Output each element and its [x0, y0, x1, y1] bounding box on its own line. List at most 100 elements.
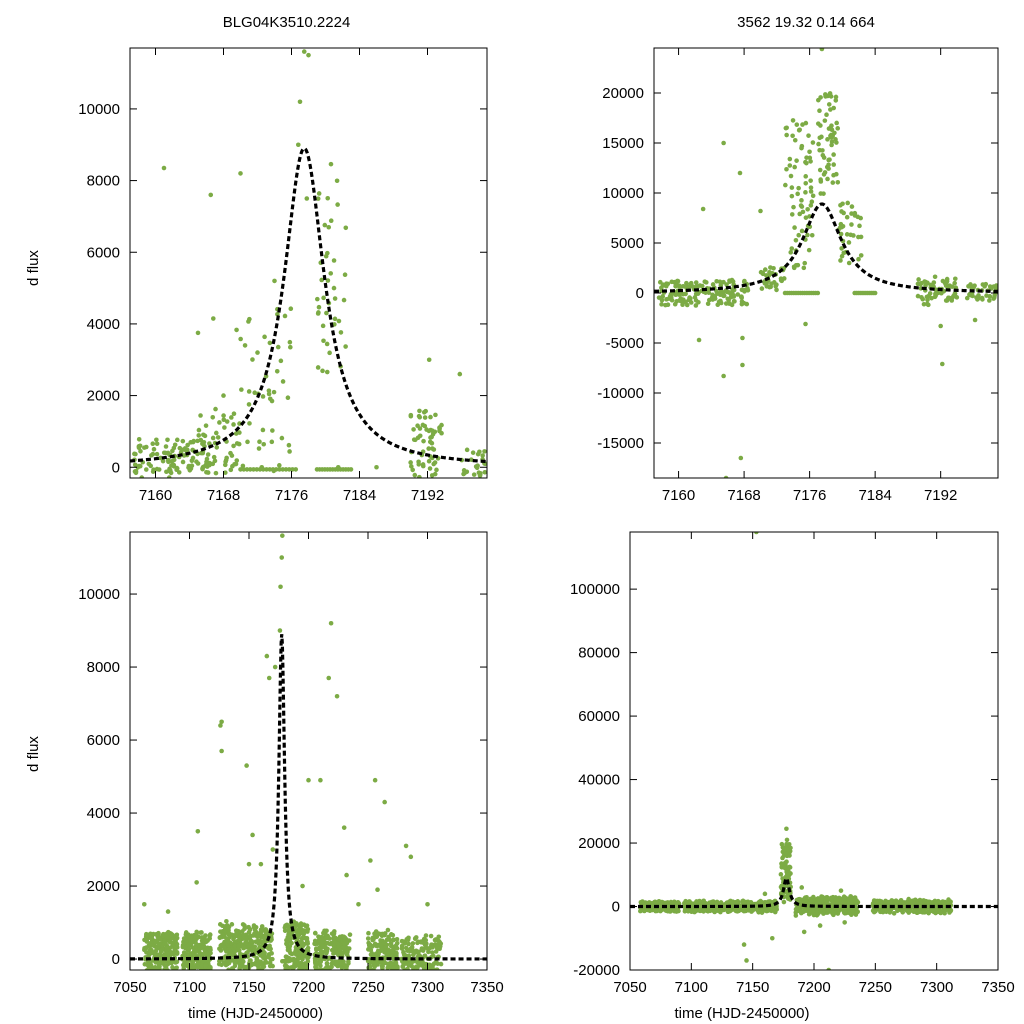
data-point [799, 145, 804, 151]
data-point [286, 928, 291, 933]
data-point [795, 262, 801, 268]
data-point [188, 440, 194, 445]
data-point-outlier [211, 316, 216, 321]
data-point-baseline [277, 467, 282, 472]
x-tick-label: 7250 [859, 979, 892, 996]
data-point [769, 281, 774, 287]
data-point [469, 457, 474, 462]
data-point [221, 413, 226, 418]
data-point [180, 438, 186, 444]
data-point [718, 283, 724, 288]
data-point [324, 341, 330, 347]
data-point-outlier [331, 285, 337, 291]
data-point [318, 959, 323, 965]
data-point [342, 935, 348, 941]
data-point-outlier [341, 825, 347, 830]
data-point [796, 232, 802, 238]
data-point-outlier [721, 373, 726, 379]
data-point [258, 927, 264, 932]
data-point [345, 949, 350, 954]
data-point [320, 323, 326, 329]
data-point-outlier [266, 675, 272, 681]
data-point [143, 444, 149, 450]
data-point [799, 228, 805, 234]
data-point [475, 463, 480, 469]
data-point [844, 232, 850, 237]
data-point [972, 283, 977, 288]
data-point [800, 209, 806, 215]
data-point [730, 287, 735, 292]
data-point [154, 441, 160, 447]
data-point [224, 939, 230, 944]
data-point-outlier [344, 872, 349, 878]
y-axis-label: d flux [25, 736, 42, 772]
data-point [255, 934, 261, 939]
y-tick-label: 20000 [602, 85, 644, 102]
panel-bottom-right: 7050 7100 7150 7200 7250 7300 7350 -20000 0 20000… [570, 531, 1015, 1022]
data-point [145, 962, 150, 967]
data-point [150, 441, 156, 447]
data-point [798, 203, 804, 208]
data-point [732, 907, 738, 912]
data-point [849, 204, 855, 209]
data-point [800, 122, 805, 127]
data-point [822, 118, 828, 123]
data-point-baseline [290, 467, 295, 472]
data-point [222, 945, 227, 951]
data-point [285, 395, 291, 401]
data-point [247, 934, 253, 940]
data-point [808, 159, 813, 164]
x-tick-label: 7192 [411, 487, 444, 504]
data-point [783, 182, 788, 188]
data-point [243, 964, 249, 970]
data-point [287, 944, 293, 949]
data-point [169, 458, 175, 464]
data-point [704, 280, 709, 285]
data-point [328, 218, 334, 223]
data-point [318, 967, 323, 970]
data-point [779, 841, 785, 847]
data-point [431, 447, 437, 452]
data-point [322, 928, 327, 934]
data-point [816, 97, 821, 103]
data-point [260, 394, 266, 399]
data-point [226, 967, 231, 970]
data-point [170, 448, 175, 454]
data-point [248, 942, 254, 948]
data-point [853, 910, 859, 915]
data-point [393, 961, 399, 966]
data-point [160, 458, 166, 464]
data-point [794, 122, 800, 127]
data-point [186, 947, 191, 952]
data-point [366, 946, 372, 952]
data-point-outlier [754, 532, 759, 535]
data-point [858, 253, 864, 258]
data-point-outlier [219, 719, 224, 725]
x-tick-label: 7184 [858, 487, 891, 504]
data-point [230, 463, 235, 469]
data-point [331, 258, 337, 263]
data-point [237, 951, 243, 957]
data-point [283, 923, 288, 928]
data-point [167, 468, 172, 474]
data-point [794, 158, 799, 163]
data-point [297, 951, 302, 956]
data-point [256, 959, 262, 964]
data-point [829, 139, 835, 145]
panel-bottom-left: 7050 7100 7150 7200 7250 7300 7350 0 2000 4000 600… [25, 531, 504, 1022]
y-tick-label: -20000 [573, 962, 620, 979]
data-point-outlier [279, 555, 285, 560]
data-point [730, 902, 736, 908]
data-point [879, 909, 885, 914]
y-tick-label: 100000 [570, 581, 620, 598]
data-point-baseline [251, 467, 256, 472]
data-point [286, 970, 291, 975]
data-point [205, 452, 211, 457]
data-point [898, 897, 904, 903]
data-point [315, 311, 321, 316]
x-tick-label: 7250 [351, 979, 384, 996]
data-point [165, 437, 170, 443]
data-point [374, 958, 380, 964]
data-point [755, 907, 760, 913]
data-point [421, 438, 426, 444]
